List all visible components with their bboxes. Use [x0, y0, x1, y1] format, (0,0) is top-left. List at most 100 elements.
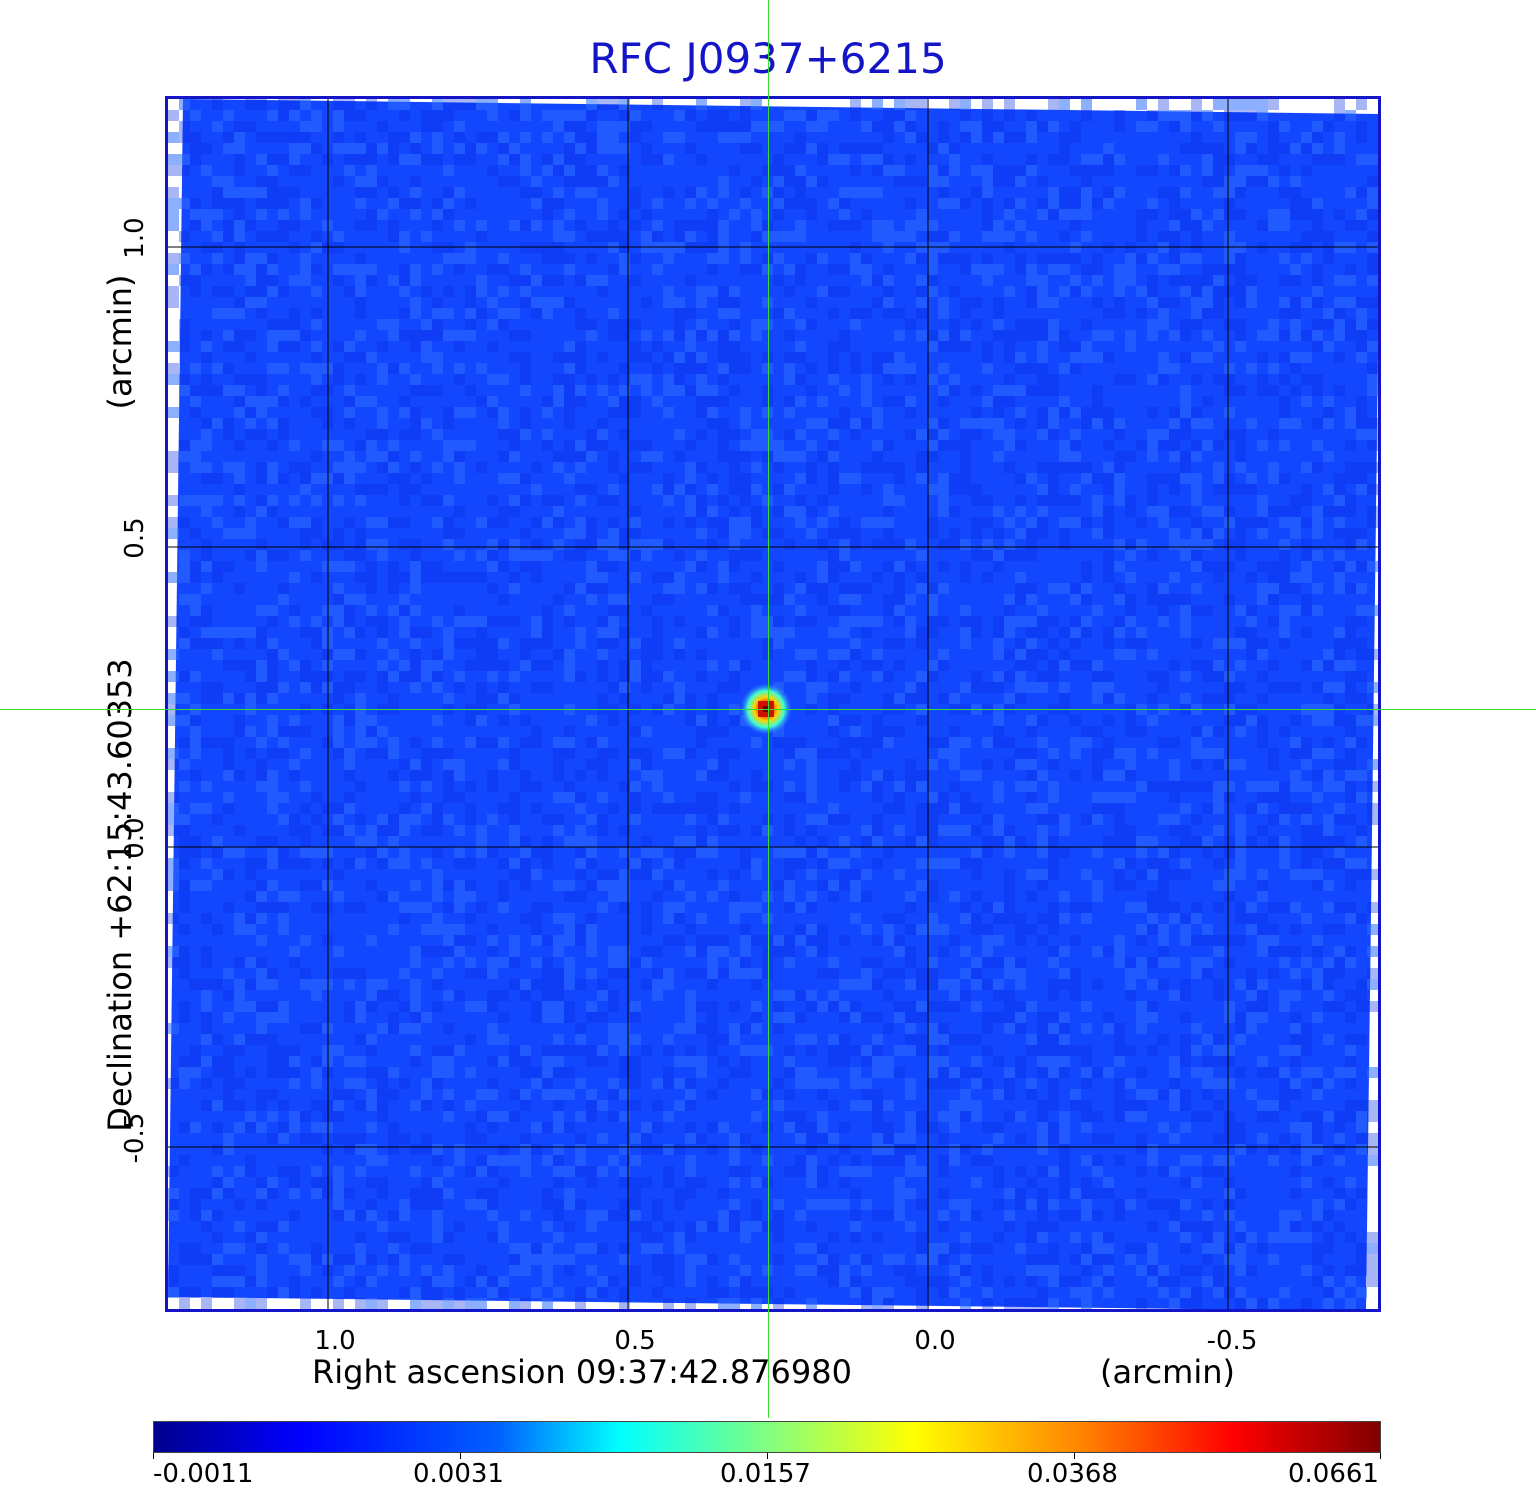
noise-pixel [1257, 825, 1268, 836]
noise-pixel [355, 132, 366, 143]
noise-pixel [817, 935, 828, 946]
noise-pixel [1147, 110, 1158, 121]
noise-pixel [993, 396, 1004, 407]
noise-pixel [487, 550, 498, 561]
noise-pixel [641, 374, 652, 385]
noise-pixel [366, 99, 377, 110]
noise-pixel [872, 616, 883, 627]
noise-pixel [740, 407, 751, 418]
noise-pixel [949, 473, 960, 484]
noise-pixel [751, 1045, 762, 1056]
noise-pixel [1290, 946, 1301, 957]
noise-pixel [542, 550, 553, 561]
noise-pixel [509, 440, 520, 451]
noise-pixel [1081, 198, 1092, 209]
noise-pixel [1026, 924, 1037, 935]
noise-pixel [1312, 374, 1323, 385]
noise-pixel [1235, 913, 1246, 924]
noise-pixel [839, 858, 850, 869]
noise-pixel [718, 825, 729, 836]
noise-pixel [619, 825, 630, 836]
noise-pixel [729, 550, 740, 561]
noise-pixel [839, 539, 850, 550]
noise-pixel [1092, 154, 1103, 165]
noise-pixel [245, 253, 256, 264]
noise-pixel [421, 561, 432, 572]
noise-pixel [1235, 528, 1246, 539]
noise-pixel [707, 473, 718, 484]
noise-pixel [850, 264, 861, 275]
noise-pixel [729, 330, 740, 341]
noise-pixel [476, 660, 487, 671]
noise-pixel [168, 572, 179, 583]
noise-pixel [1301, 913, 1312, 924]
noise-pixel [597, 1100, 608, 1111]
noise-pixel [179, 561, 190, 572]
noise-pixel [531, 550, 542, 561]
noise-pixel [817, 1089, 828, 1100]
noise-pixel [828, 1100, 839, 1111]
noise-pixel [1345, 110, 1356, 121]
noise-pixel [1191, 231, 1202, 242]
noise-pixel [1290, 572, 1301, 583]
noise-pixel [1191, 660, 1202, 671]
noise-pixel [1081, 913, 1092, 924]
noise-pixel [1026, 121, 1037, 132]
noise-pixel [1070, 737, 1081, 748]
noise-pixel [168, 286, 179, 297]
noise-pixel [586, 165, 597, 176]
noise-pixel [1059, 363, 1070, 374]
noise-pixel [718, 572, 729, 583]
noise-pixel [806, 990, 817, 1001]
noise-pixel [1312, 1122, 1323, 1133]
noise-pixel [806, 1177, 817, 1188]
noise-pixel [201, 264, 212, 275]
noise-pixel [597, 1012, 608, 1023]
noise-pixel [575, 550, 586, 561]
noise-pixel [740, 858, 751, 869]
noise-pixel [1334, 902, 1345, 913]
noise-pixel [1224, 682, 1235, 693]
noise-pixel [168, 154, 179, 165]
noise-pixel [1180, 286, 1191, 297]
noise-pixel [751, 484, 762, 495]
noise-pixel [564, 473, 575, 484]
noise-pixel [1279, 220, 1290, 231]
noise-pixel [795, 176, 806, 187]
noise-pixel [751, 1144, 762, 1155]
noise-pixel [1257, 374, 1268, 385]
noise-pixel [333, 99, 344, 110]
noise-pixel [476, 231, 487, 242]
noise-pixel [168, 198, 179, 209]
noise-pixel [377, 627, 388, 638]
noise-pixel [443, 451, 454, 462]
noise-pixel [773, 528, 784, 539]
noise-pixel [1059, 682, 1070, 693]
noise-pixel [487, 561, 498, 572]
noise-pixel [399, 99, 410, 110]
noise-pixel [1323, 1111, 1334, 1122]
noise-pixel [410, 187, 421, 198]
noise-pixel [707, 253, 718, 264]
noise-pixel [839, 264, 850, 275]
noise-pixel [432, 1045, 443, 1056]
noise-pixel [1279, 418, 1290, 429]
noise-pixel [201, 583, 212, 594]
noise-pixel [1169, 330, 1180, 341]
noise-pixel [927, 176, 938, 187]
noise-pixel [443, 528, 454, 539]
noise-pixel [366, 440, 377, 451]
noise-pixel [476, 836, 487, 847]
noise-pixel [1367, 979, 1378, 990]
noise-pixel [641, 451, 652, 462]
noise-pixel [553, 913, 564, 924]
noise-pixel [1026, 891, 1037, 902]
noise-pixel [1114, 803, 1125, 814]
noise-pixel [1312, 1111, 1323, 1122]
noise-pixel [1180, 209, 1191, 220]
noise-pixel [1235, 660, 1246, 671]
noise-pixel [905, 396, 916, 407]
noise-pixel [344, 748, 355, 759]
noise-pixel [707, 484, 718, 495]
noise-pixel [1103, 737, 1114, 748]
